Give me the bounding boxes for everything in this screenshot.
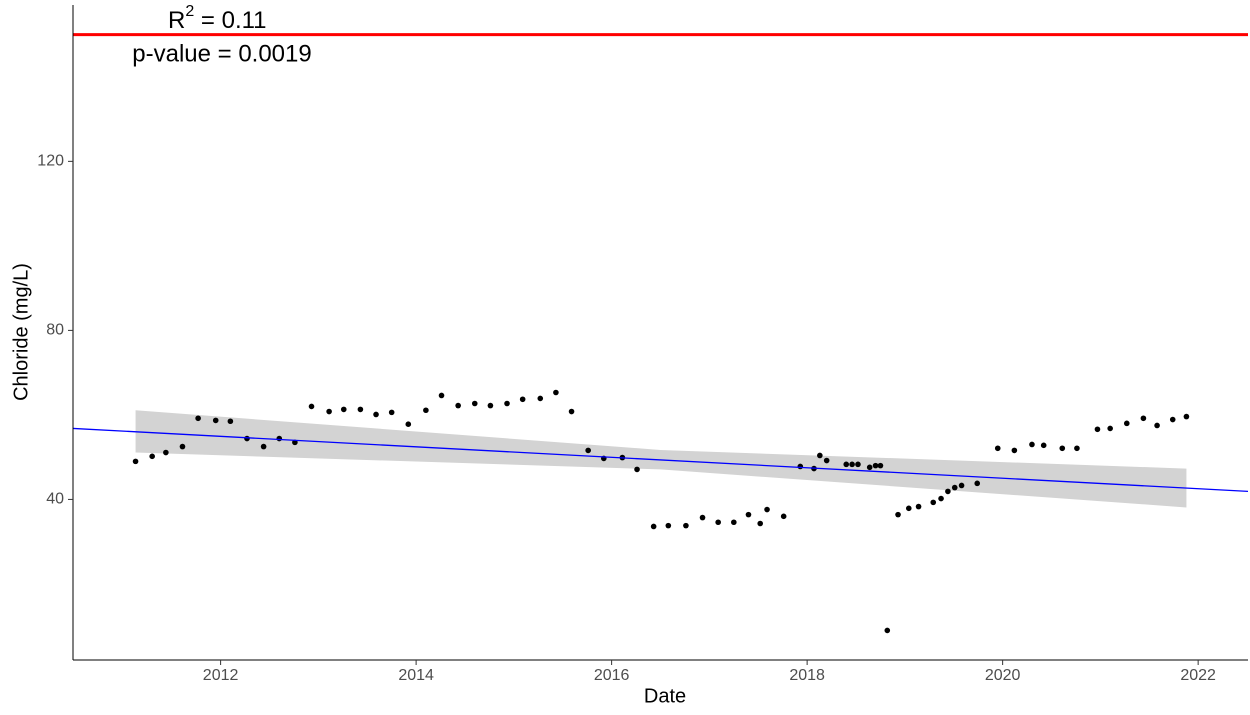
data-point [797,463,804,470]
data-point [699,514,706,521]
x-tick-label: 2016 [594,667,630,684]
data-point [951,484,958,491]
data-point [149,453,155,460]
data-point [1140,415,1147,422]
data-point [866,464,873,471]
data-point [849,461,855,468]
y-tick-label: 80 [46,322,64,339]
data-point [994,445,1001,452]
data-point [504,400,510,407]
data-point [905,505,912,512]
data-point [423,407,429,414]
data-point [357,406,364,413]
data-point [373,411,379,418]
data-point [568,408,575,415]
x-tick-label: 2014 [398,667,434,684]
x-tick-label: 2022 [1180,667,1216,684]
data-point [553,389,559,396]
data-point [132,458,139,465]
data-point [340,406,347,413]
data-point [938,495,944,502]
y-axis-title: Chloride (mg/L) [10,263,32,401]
data-point [405,421,412,428]
data-point [683,522,689,529]
data-point [1183,413,1190,420]
confidence-band [135,410,1187,508]
y-tick-label: 120 [37,153,64,170]
data-point [227,418,234,425]
data-point [665,522,672,529]
data-point [915,503,922,510]
data-point [945,488,951,495]
data-point [276,435,283,442]
data-point [634,466,640,473]
r-squared-value: = 0.11 [194,7,266,34]
x-tick-label: 2020 [985,667,1021,684]
data-point [884,627,891,634]
data-point [1011,447,1018,454]
p-value: p-value = 0.0019 [132,40,311,67]
data-point [487,402,494,409]
data-point [163,449,169,456]
data-point [519,396,526,403]
data-point [1154,422,1160,429]
data-point [895,511,901,518]
data-point [855,461,861,468]
data-point [823,457,830,464]
x-axis-title: Date [644,685,686,707]
r-squared-sup: 2 [185,3,194,20]
r-squared: R2 = 0.11 [168,3,267,34]
data-point [877,462,884,469]
trend-line [73,427,1248,493]
data-point [212,417,219,424]
plot-area [73,33,1248,634]
data-point [1123,420,1130,427]
data-point [195,415,201,422]
data-point [1094,426,1101,433]
data-point [537,395,544,402]
data-point [455,402,461,409]
data-point [260,443,267,450]
data-point [388,409,395,416]
data-point [326,408,332,415]
data-point [179,443,186,450]
data-point [817,452,823,459]
data-point [780,513,787,520]
data-point [471,400,478,407]
data-point [731,519,737,526]
data-point [1074,445,1080,452]
data-point [1107,425,1113,432]
data-point [438,392,445,399]
x-tick-label: 2018 [789,667,825,684]
data-point [1040,442,1047,449]
data-point [974,480,981,487]
data-point [585,447,591,454]
data-point [958,482,965,489]
data-point [757,520,764,527]
data-point [764,506,770,513]
data-point [745,511,752,518]
data-point [244,435,250,442]
y-tick-label: 40 [46,491,64,508]
data-point [1059,445,1066,452]
data-point [1169,416,1176,423]
data-point [843,461,850,468]
data-point [308,403,315,410]
data-point [1029,441,1035,448]
r-squared-base: R [168,7,185,34]
data-point [650,523,657,530]
x-tick-label: 2012 [203,667,239,684]
data-point [715,519,721,526]
data-point [930,499,937,506]
data-point [872,462,879,469]
